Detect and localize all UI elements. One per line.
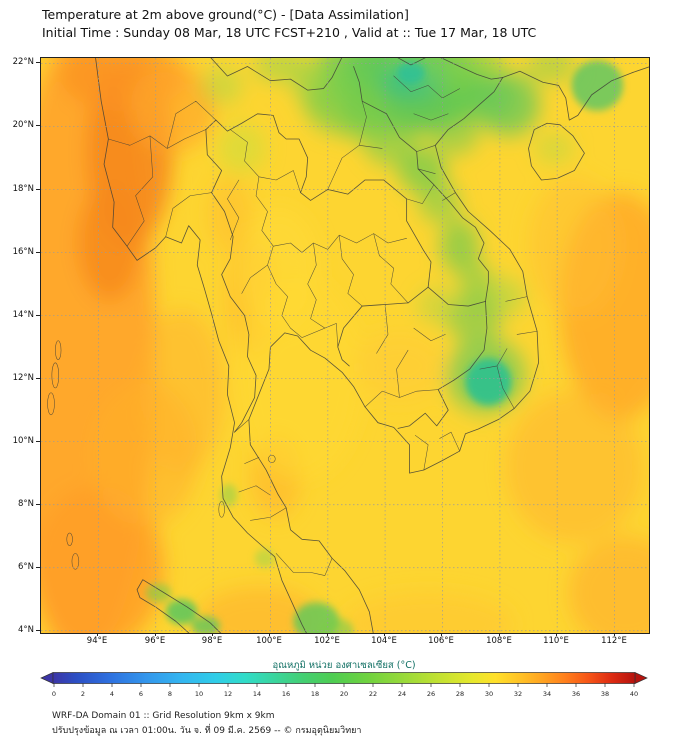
colorbar-tick: 38 [600,690,610,698]
x-tick: 106°E [419,632,463,646]
colorbar-tick: 18 [310,690,320,698]
page-title: Temperature at 2m above ground(°C) - [Da… [42,7,409,22]
header: Temperature at 2m above ground(°C) - [Da… [42,6,536,42]
colorbar-tick: 14 [252,690,262,698]
x-tick: 110°E [534,632,578,646]
colorbar-tick: 0 [51,690,57,698]
border-laos-vietnam [354,67,489,302]
colorbar-tick: 40 [629,690,639,698]
gridlines [41,58,649,633]
footer-update-info: ปรับปรุงข้อมูล ณ เวลา 01:00น. วัน จ. ที่… [52,726,362,736]
y-tick: 18°N [2,184,40,194]
border-laos-cambodia [428,287,485,306]
colorbar-gradient [52,672,636,684]
small-islands [48,341,276,570]
colorbar-tick: 24 [397,690,407,698]
colorbar-label: อุณหภูมิ หน่วย องศาเซลเซียส (°C) [272,660,416,671]
colorbar-tickmarks [53,683,635,687]
x-tick: 108°E [477,632,521,646]
x-tick: 94°E [75,632,119,646]
y-tick: 22°N [2,57,40,67]
y-tick: 10°N [2,436,40,446]
colorbar-tick: 30 [484,690,494,698]
y-tick: 20°N [2,120,40,130]
border-myanmar-thailand [206,130,256,433]
colorbar-tick: 32 [513,690,523,698]
border-thailand-cambodia [338,287,428,366]
y-tick: 16°N [2,247,40,257]
y-tick: 8°N [2,499,40,509]
page-subtitle: Initial Time : Sunday 08 Mar, 18 UTC FCS… [42,25,537,40]
x-tick: 112°E [592,632,636,646]
hainan-island [529,123,585,180]
colorbar-tick: 36 [571,690,581,698]
footer-domain-info: WRF-DA Domain 01 :: Grid Resolution 9km … [52,711,275,721]
sumatra-island [137,580,223,633]
colorbar-tick: 2 [80,690,86,698]
province-lines-myanmar [108,101,216,246]
x-tick: 100°E [247,632,291,646]
colorbar-arrow-low [40,672,54,685]
x-tick: 96°E [133,632,177,646]
border-thailand-laos [206,114,431,287]
colorbar [40,672,648,687]
temperature-map [41,58,649,633]
colorbar-tick: 26 [426,690,436,698]
map-canvas [40,57,650,634]
border-china-west [210,58,342,90]
province-lines-peninsula [235,420,333,576]
colorbar-tick: 16 [281,690,291,698]
province-lines-thailand [227,130,408,347]
border-china-vietnam [397,58,503,79]
colorbar-tick: 4 [109,690,115,698]
y-tick: 4°N [2,625,40,635]
colorbar-tick: 34 [542,690,552,698]
x-tick: 104°E [362,632,406,646]
footer: WRF-DA Domain 01 :: Grid Resolution 9km … [52,709,361,739]
colorbar-arrow-high [634,672,648,685]
colorbar-tick: 10 [194,690,204,698]
y-tick: 12°N [2,373,40,383]
coastline-east [249,78,539,633]
colorbar-tick: 12 [223,690,233,698]
colorbar-tick: 6 [138,690,144,698]
y-tick: 14°N [2,310,40,320]
colorbar-tick: 28 [455,690,465,698]
province-lines-indochina [328,76,537,470]
y-tick: 6°N [2,562,40,572]
colorbar-tick: 8 [167,690,173,698]
x-tick: 98°E [190,632,234,646]
temperature-field-blobs [41,58,649,633]
x-tick: 102°E [305,632,349,646]
coastline-west [95,58,307,633]
colorbar-tick: 22 [368,690,378,698]
country-borders [48,58,649,633]
colorbar-tick: 20 [339,690,349,698]
coastline-china [503,67,649,121]
